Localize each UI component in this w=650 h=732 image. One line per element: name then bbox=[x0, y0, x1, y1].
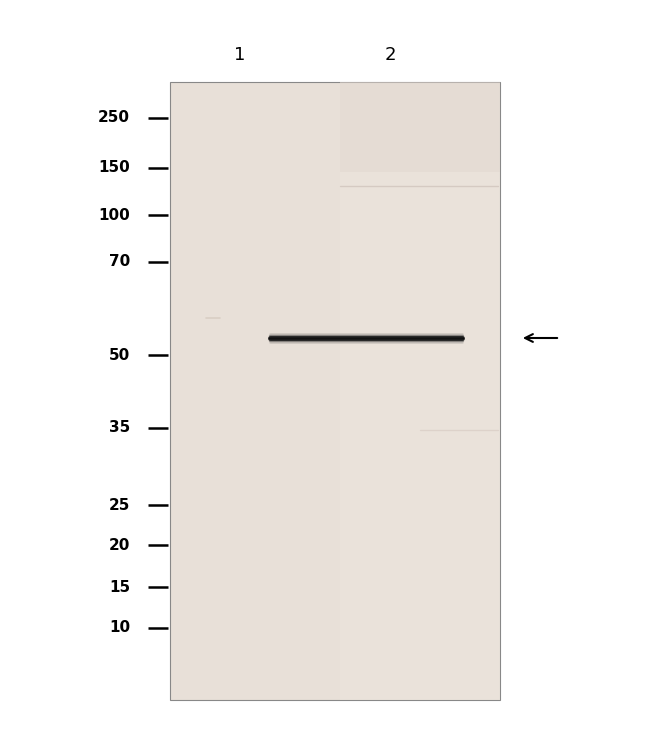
Text: 100: 100 bbox=[98, 207, 130, 223]
Text: 250: 250 bbox=[98, 111, 130, 125]
Text: 150: 150 bbox=[98, 160, 130, 176]
Text: 1: 1 bbox=[234, 46, 246, 64]
Text: 35: 35 bbox=[109, 420, 130, 436]
Bar bbox=[340, 82, 500, 172]
Text: 10: 10 bbox=[109, 621, 130, 635]
Bar bbox=[170, 82, 500, 700]
Text: 20: 20 bbox=[109, 537, 130, 553]
Text: 2: 2 bbox=[384, 46, 396, 64]
Text: 25: 25 bbox=[109, 498, 130, 512]
Bar bbox=[340, 82, 500, 700]
Text: 50: 50 bbox=[109, 348, 130, 362]
Text: 70: 70 bbox=[109, 255, 130, 269]
Text: 15: 15 bbox=[109, 580, 130, 594]
